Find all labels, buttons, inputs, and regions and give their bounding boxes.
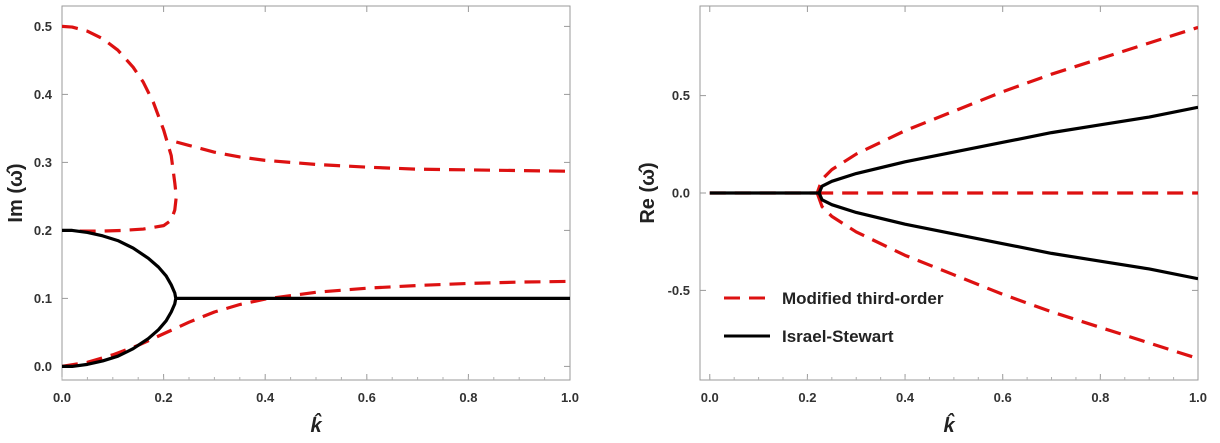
dashed-series-line-2 (175, 140, 570, 173)
y-tick-label: 0.0 (34, 359, 52, 374)
x-axis-label: k̂ (943, 412, 955, 437)
chart-panel-1: 0.0 0.2 0.4 0.6 0.8 1.0 0.0 0.1 0.2 0.3 0.4 0.5 k̂ Im… (5, 5, 579, 437)
solid-series-line-4 (709, 105, 1198, 195)
legend-label: Israel-Stewart (782, 327, 894, 346)
x-tick-label: 0.0 (53, 390, 71, 405)
legend-label: Modified third-order (782, 289, 944, 308)
y-tick-label: 0.3 (34, 155, 52, 170)
x-tick-label: 1.0 (561, 390, 579, 405)
x-tick-label: 0.6 (994, 390, 1012, 405)
x-tick-label: 0.4 (896, 390, 915, 405)
y-tick-label: 0.2 (34, 223, 52, 238)
dashed-series-line-3 (62, 279, 570, 368)
y-tick-label: 0.4 (34, 87, 53, 102)
legend: Modified third-order Israel-Stewart (724, 289, 944, 346)
chart-panel-2: 0.0 0.2 0.4 0.6 0.8 1.0 0.5 0.0 -0.5 k̂ Re (ω̂) Mod… (637, 5, 1207, 437)
y-tick-label: -0.5 (668, 283, 690, 298)
x-tick-label: 1.0 (1189, 390, 1207, 405)
dashed-series-line-1 (62, 24, 178, 233)
solid-series-line-5 (817, 192, 1198, 281)
x-tick-label: 0.0 (701, 390, 719, 405)
x-axis-label: k̂ (310, 412, 322, 437)
solid-series-line-4 (62, 228, 178, 368)
y-axis-label: Re (ω̂) (637, 162, 659, 223)
x-tick-label: 0.8 (459, 390, 477, 405)
x-tick-label: 0.6 (358, 390, 376, 405)
y-tick-label: 0.0 (672, 186, 690, 201)
y-tick-label: 0.1 (34, 291, 52, 306)
plot-frame (61, 5, 571, 381)
x-tick-label: 0.2 (155, 390, 173, 405)
dashed-series-line-1 (709, 25, 1198, 195)
x-tick-label: 0.8 (1091, 390, 1109, 405)
y-axis-label: Im (ω̂) (5, 163, 27, 222)
x-tick-label: 0.2 (798, 390, 816, 405)
y-tick-label: 0.5 (34, 19, 52, 34)
dashed-series-line-2 (815, 192, 1198, 361)
x-tick-label: 0.4 (256, 390, 275, 405)
y-tick-label: 0.5 (672, 88, 690, 103)
